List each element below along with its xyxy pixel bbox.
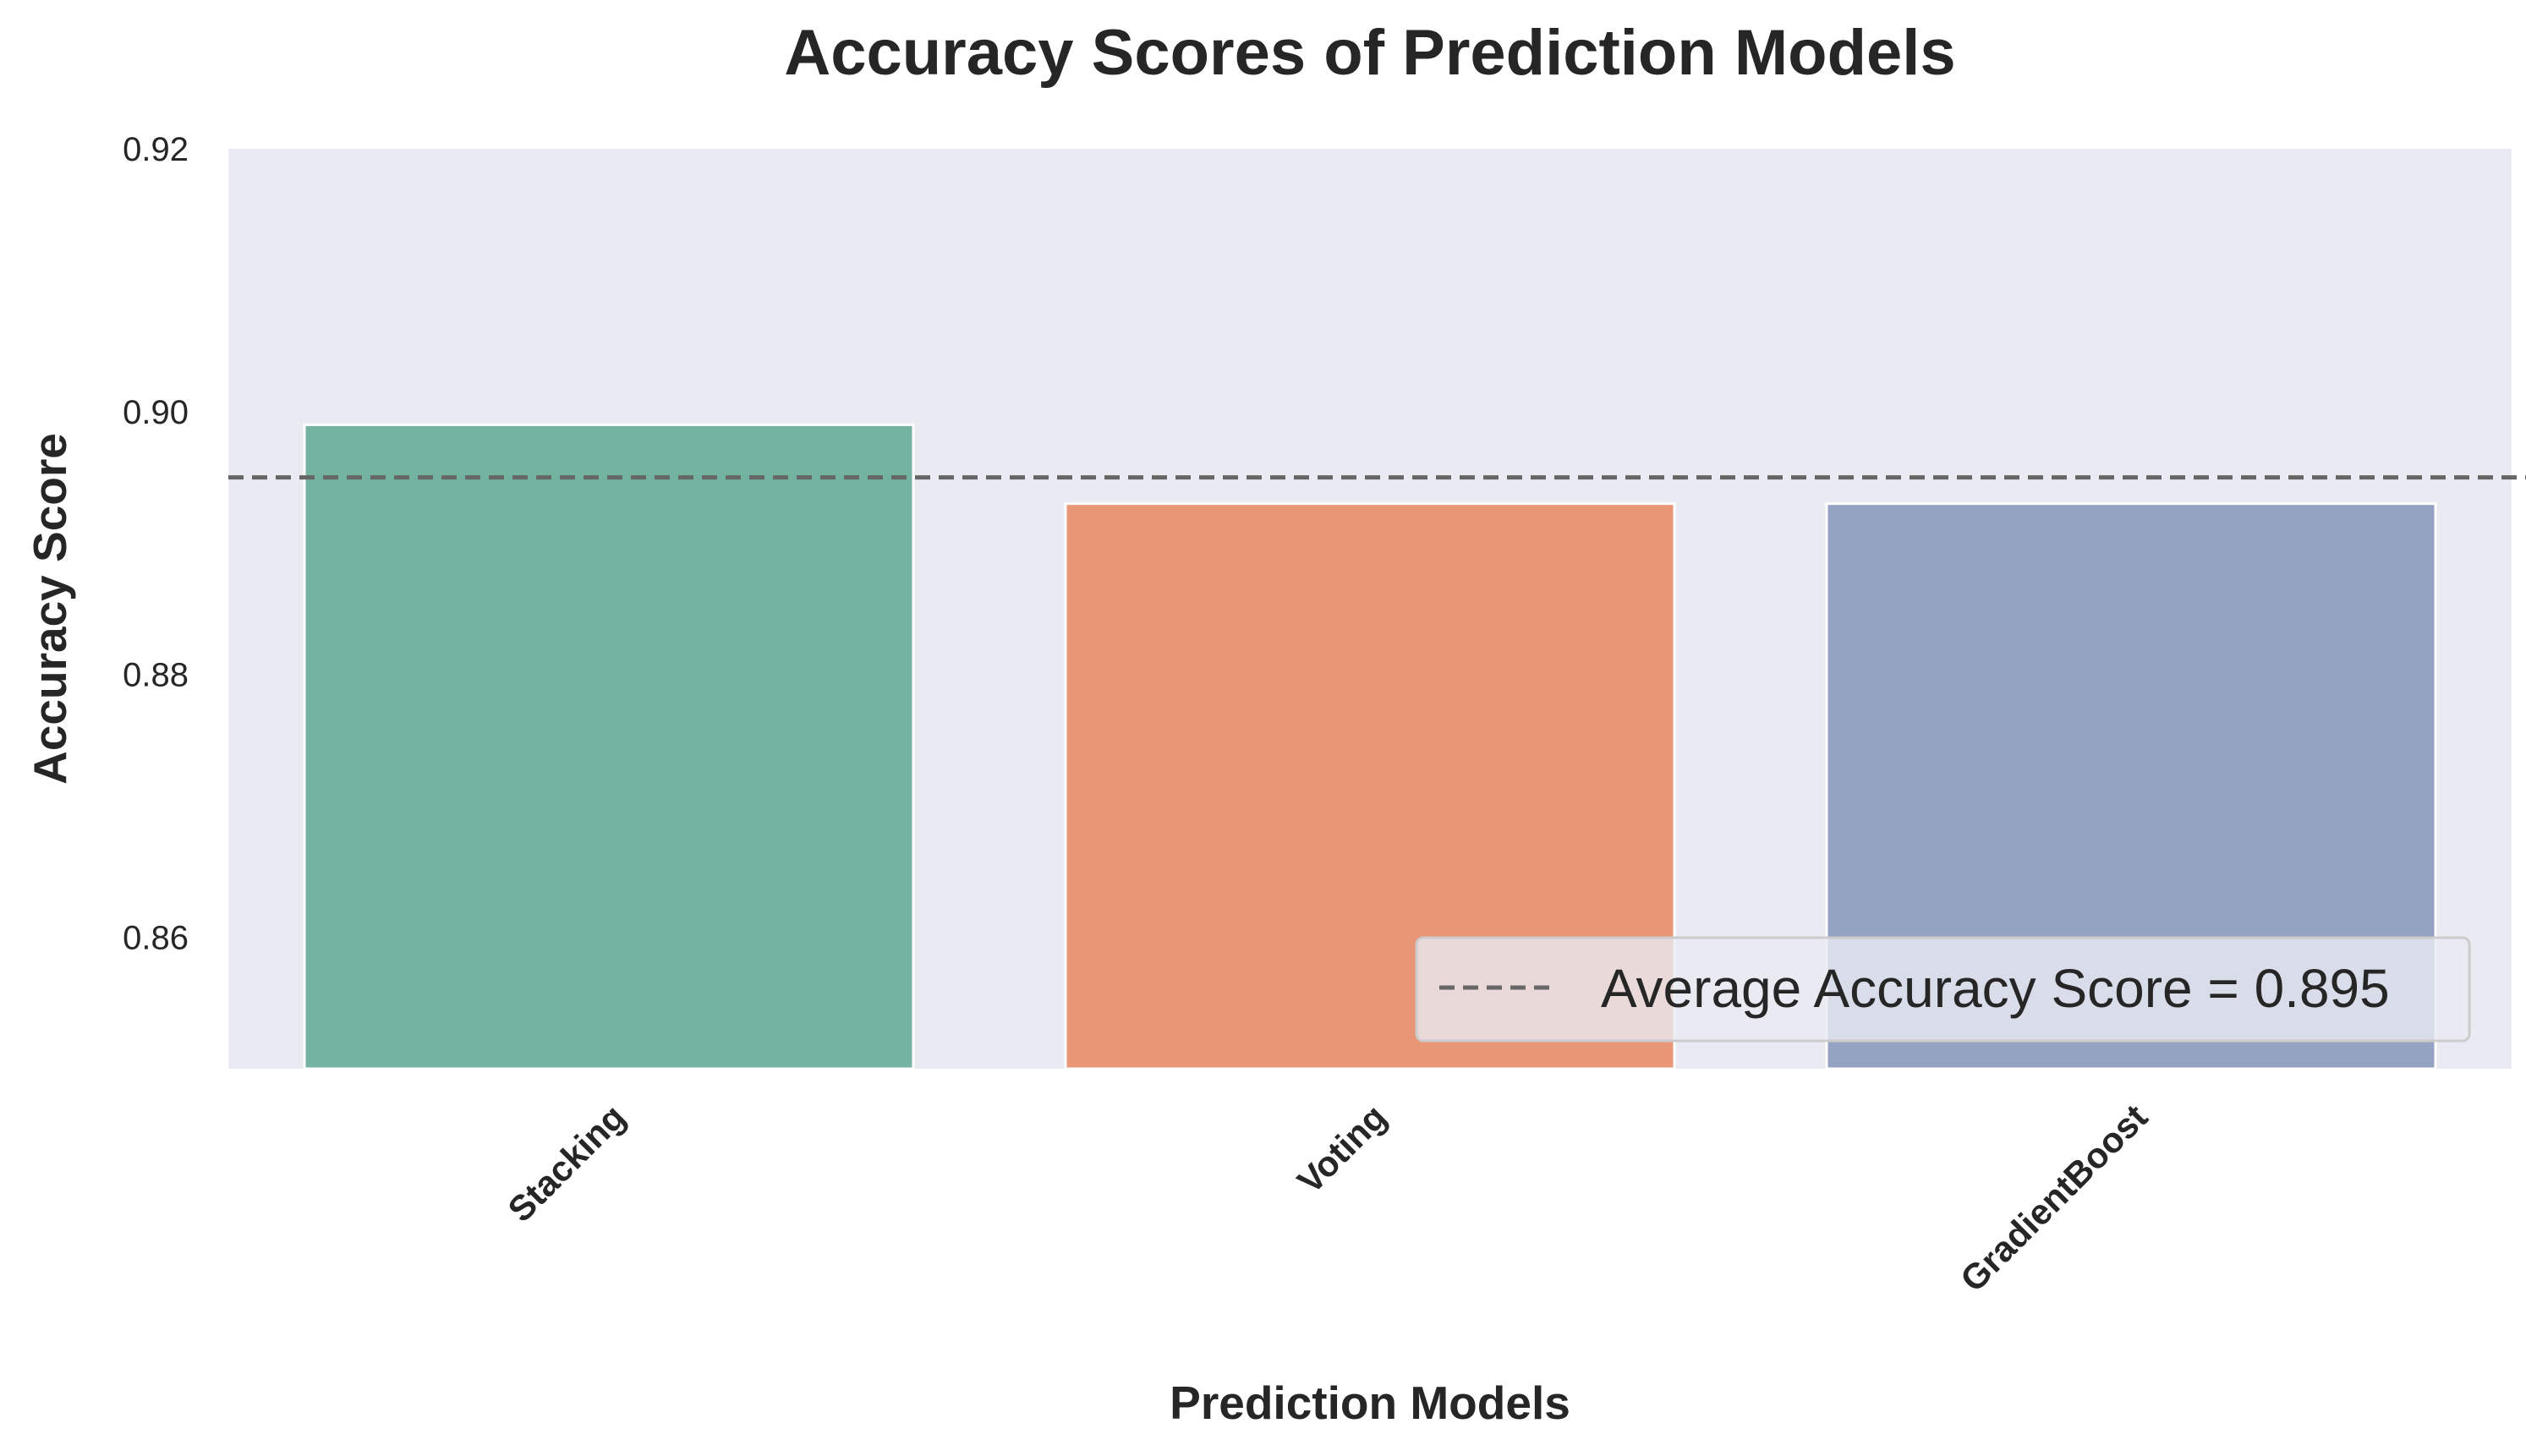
legend-box bbox=[1415, 936, 2471, 1043]
y-tick-label: 0.86 bbox=[123, 920, 189, 957]
y-tick-label: 0.90 bbox=[123, 394, 189, 431]
y-tick-label: 0.88 bbox=[123, 657, 189, 694]
y-axis-ticks: 0.86 0.88 0.90 0.92 bbox=[123, 131, 189, 957]
chart-title: Accuracy Scores of Prediction Models bbox=[784, 17, 1955, 89]
legend: Average Accuracy Score = 0.895 bbox=[1415, 936, 2471, 1043]
y-tick-label: 0.92 bbox=[123, 131, 189, 168]
x-axis-label: Prediction Models bbox=[1170, 1377, 1570, 1429]
bar-stacking bbox=[303, 423, 915, 1070]
legend-label: Average Accuracy Score = 0.895 bbox=[1601, 958, 2390, 1019]
y-axis-label: Accuracy Score bbox=[24, 433, 76, 785]
